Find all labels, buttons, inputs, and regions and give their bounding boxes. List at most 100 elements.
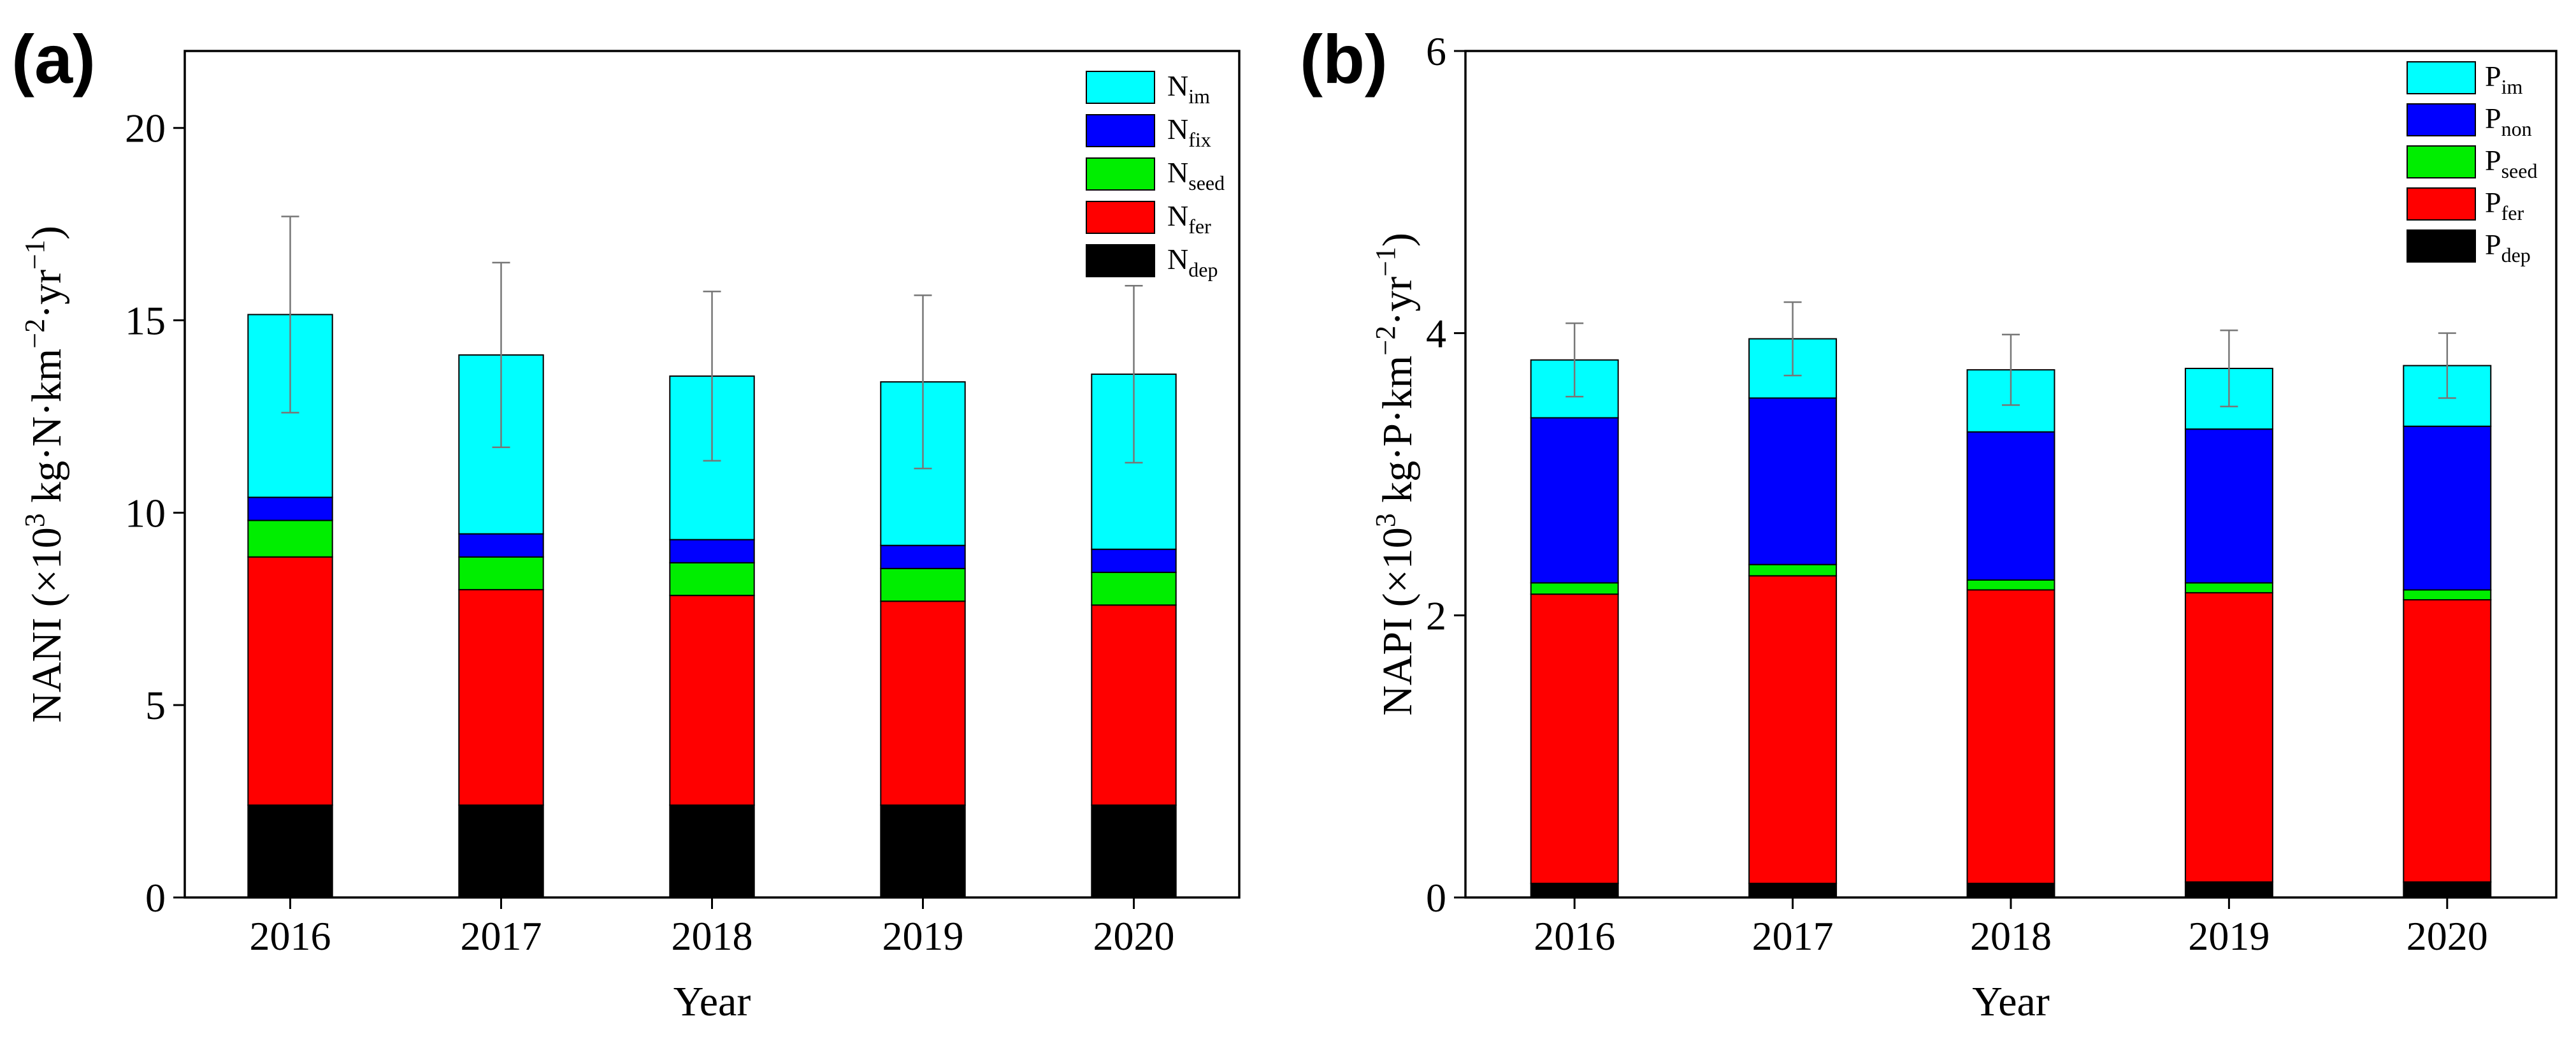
x-tick-label: 2018 [1970, 913, 2052, 959]
legend-swatch [1086, 71, 1155, 104]
legend-label: Nseed [1167, 156, 1225, 194]
x-tick-label: 2018 [672, 913, 753, 959]
bar-segment-n-fix [880, 544, 966, 569]
legend-item-p-seed: Pseed [2407, 144, 2537, 182]
legend-item-n-im: Nim [1086, 69, 1210, 108]
legend-label: Nfix [1167, 113, 1211, 151]
bar-segment-p-seed [2403, 589, 2492, 600]
legend-item-p-non: Pnon [2407, 102, 2532, 140]
y-tick-label: 0 [1426, 875, 1446, 920]
error-bar [2220, 329, 2238, 408]
bar-segment-n-fix [669, 539, 755, 563]
error-bar [281, 215, 299, 414]
legend-item-n-seed: Nseed [1086, 156, 1225, 194]
legend-label: Pnon [2485, 102, 2532, 140]
x-tick-label: 2017 [461, 913, 542, 959]
legend-swatch [1086, 201, 1155, 234]
bar-segment-n-seed [669, 562, 755, 597]
error-bar [703, 291, 721, 462]
x-tick-label: 2016 [1534, 913, 1615, 959]
bar-segment-p-fer [1748, 575, 1838, 884]
bar-segment-n-fer [1091, 604, 1177, 806]
legend-swatch [2407, 145, 2476, 178]
bar-segment-n-seed [458, 556, 544, 591]
legend-swatch [2407, 61, 2476, 94]
bar-segment-n-fix [1091, 548, 1177, 573]
x-tick-label: 2019 [882, 913, 964, 959]
bar-segment-n-fer [458, 589, 544, 806]
bar-segment-p-non [2184, 428, 2273, 584]
y-tick-label: 6 [1426, 29, 1446, 74]
bar-segment-p-non [1748, 397, 1838, 565]
bar-segment-n-seed [1091, 571, 1177, 606]
legend-item-n-fix: Nfix [1086, 113, 1211, 151]
bar-segment-p-seed [1748, 563, 1838, 577]
bar-segment-p-dep [2403, 881, 2492, 898]
legend-label: Nim [1167, 69, 1210, 108]
chart-panel-2: (b) 2016 2017 2018 2019 2020 0 2 4 6 Year NAPI (×10… [1300, 20, 2558, 1025]
legend-item-p-fer: Pfer [2407, 186, 2524, 224]
bar-segment-n-seed [880, 567, 966, 602]
error-bar [492, 261, 510, 448]
bar-segment-p-fer [1966, 589, 2055, 884]
y-tick-label: 0 [145, 875, 166, 920]
bar-segment-p-non [1966, 431, 2055, 581]
bar-segment-n-dep [247, 804, 333, 899]
bar-segment-p-dep [1530, 882, 1619, 899]
x-tick-label: 2020 [2407, 913, 2488, 959]
y-axis-title: NAPI (×103 kg·P·km−2·yr−1) [1370, 233, 1421, 716]
bar-segment-p-dep [1966, 882, 2055, 899]
error-bar [1125, 284, 1143, 464]
legend-swatch [1086, 157, 1155, 191]
legend-swatch [1086, 114, 1155, 147]
bars [1530, 301, 2492, 899]
y-tick-label: 5 [145, 683, 166, 728]
bar-segment-n-fer [669, 595, 755, 806]
x-tick-label: 2017 [1752, 913, 1834, 959]
x-tick-label: 2019 [2188, 913, 2270, 959]
y-tick-label: 2 [1426, 593, 1446, 638]
legend-label: Pdep [2485, 228, 2531, 266]
bar-segment-p-seed [2184, 582, 2273, 593]
bar-segment-p-seed [1530, 582, 1619, 595]
bar-segment-n-dep [880, 804, 966, 899]
panel-label: (b) [1300, 20, 1388, 98]
x-axis-title: Year [1972, 978, 2050, 1025]
error-bar [1783, 301, 1802, 377]
bar-segment-n-seed [247, 519, 333, 558]
bar-segment-p-fer [2184, 592, 2273, 883]
legend: Pim Pnon Pseed Pfer Pdep [2407, 60, 2537, 266]
legend-label: Ndep [1167, 243, 1218, 281]
bars [247, 215, 1177, 899]
bar-segment-n-dep [1091, 804, 1177, 899]
bar-segment-p-dep [2184, 881, 2273, 898]
bar-segment-p-non [1530, 417, 1619, 584]
legend-swatch [2407, 103, 2476, 136]
bar-segment-p-fer [1530, 593, 1619, 884]
x-axis-title: Year [673, 978, 751, 1025]
x-tick-label: 2020 [1093, 913, 1175, 959]
legend: Nim Nfix Nseed Nfer Ndep [1086, 69, 1225, 281]
legend-swatch [1086, 244, 1155, 277]
bar-segment-p-seed [1966, 579, 2055, 591]
legend-label: Pseed [2485, 144, 2537, 182]
legend-label: Pim [2485, 60, 2522, 98]
legend-label: Pfer [2485, 186, 2524, 224]
bar-segment-p-non [2403, 425, 2492, 591]
bar-segment-p-fer [2403, 599, 2492, 883]
legend-item-n-fer: Nfer [1086, 200, 1211, 238]
error-bar [2002, 333, 2020, 406]
bar-segment-n-fix [247, 497, 333, 521]
y-tick-label: 15 [125, 298, 166, 344]
legend-item-p-dep: Pdep [2407, 228, 2531, 266]
x-tick-label: 2016 [250, 913, 331, 959]
legend-label: Nfer [1167, 200, 1211, 238]
error-bar [2438, 332, 2456, 399]
error-bar [1565, 322, 1584, 398]
bar-segment-n-dep [458, 804, 544, 899]
bar-segment-n-fer [247, 556, 333, 806]
y-tick-label: 10 [125, 490, 166, 535]
bar-segment-n-dep [669, 804, 755, 899]
